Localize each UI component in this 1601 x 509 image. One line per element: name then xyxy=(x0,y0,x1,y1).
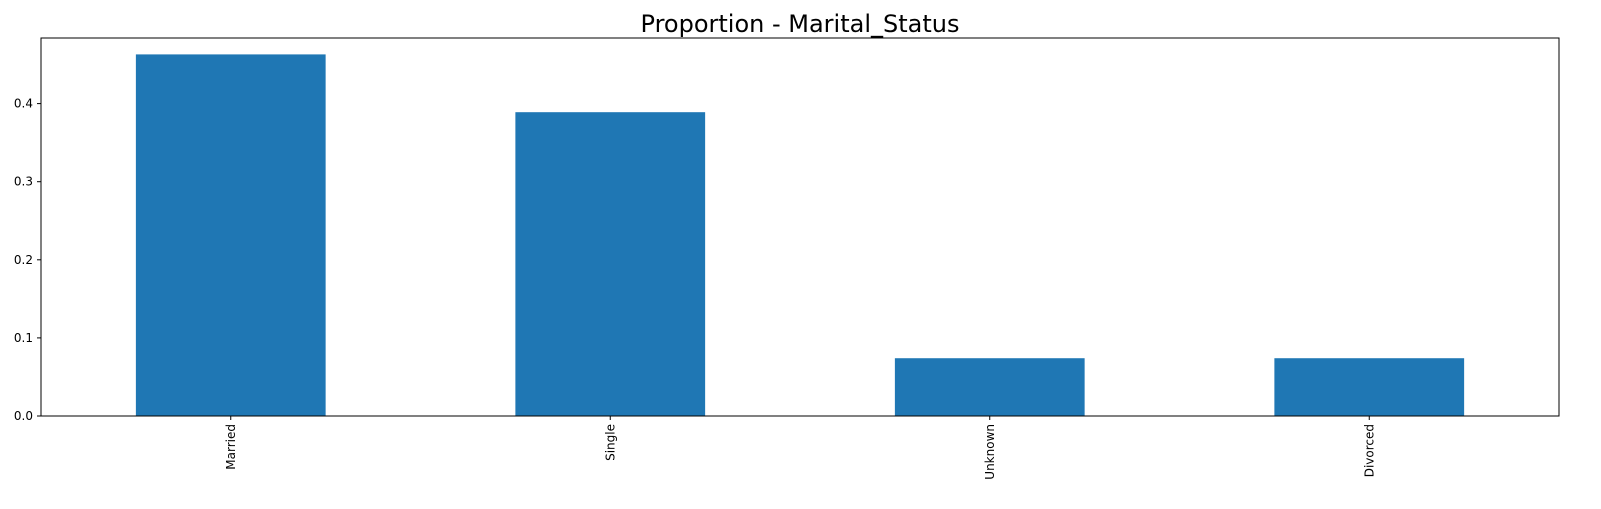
y-axis: 0.0 0.1 0.2 0.3 0.4 xyxy=(14,97,41,423)
y-tick-label: 0.4 xyxy=(14,97,33,111)
x-tick-label: Divorced xyxy=(1362,424,1376,477)
bar-married xyxy=(135,54,326,417)
plot-frame xyxy=(40,37,1560,417)
x-tick-label: Married xyxy=(224,424,238,470)
y-tick-label: 0.3 xyxy=(14,175,33,189)
y-tick-label: 0.1 xyxy=(14,331,33,345)
x-tick-label: Unknown xyxy=(983,424,997,480)
bars-layer xyxy=(135,54,1465,417)
y-tick-label: 0.2 xyxy=(14,253,33,267)
y-tick-label: 0.0 xyxy=(14,409,33,423)
bar-unknown xyxy=(894,358,1085,416)
bar-single xyxy=(515,112,706,416)
x-tick-label: Single xyxy=(603,424,617,461)
chart-title: Proportion - Marital_Status xyxy=(641,10,960,38)
bar-divorced xyxy=(1274,358,1465,416)
x-axis: Married Single Unknown Divorced xyxy=(224,416,1376,480)
